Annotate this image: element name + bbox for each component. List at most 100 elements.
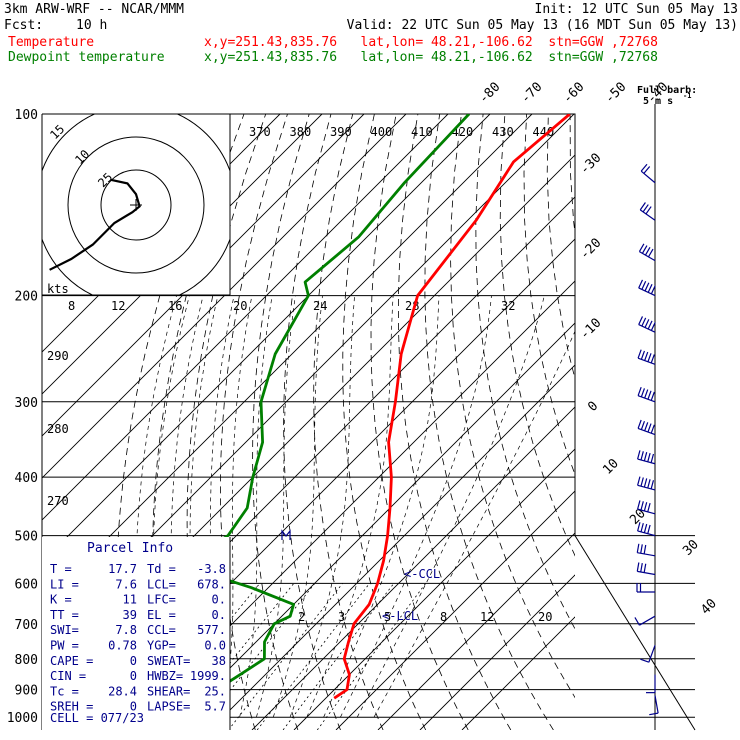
parcel-info-value: 39 [123, 608, 137, 622]
wind-barb-flag [647, 390, 652, 400]
theta-label: 280 [47, 422, 69, 436]
isotherm-label: 30 [680, 537, 702, 559]
mixing-ratio-label: 24 [313, 299, 327, 313]
theta-e-label: 420 [452, 125, 474, 139]
mixing-ratio-label: 8 [68, 299, 75, 313]
parcel-info-value: 17.7 [108, 562, 137, 576]
parcel-info-label: LAPSE= [147, 700, 190, 714]
moist-adiabat-line [340, 295, 492, 718]
wind-barb [637, 450, 656, 465]
wind-barb-flag [649, 712, 659, 716]
wind-barb-flag [644, 389, 649, 399]
dry-adiabat-line [701, 114, 740, 730]
parcel-info-label: PW = [50, 639, 79, 653]
parcel-info-value: 0 [130, 654, 137, 668]
temperature-trace [333, 114, 571, 700]
parcel-info-value: -3.8 [197, 562, 226, 576]
wind-barb-flag [650, 453, 655, 463]
dry-adiabat-line [499, 114, 575, 557]
isotherm-line [377, 532, 575, 730]
forecast-label: Fcst: [4, 18, 44, 33]
temperature-location: x,y=251.43,835.76 lat,lon= 48.21,-106.62… [204, 35, 658, 50]
dry-adiabat-line [342, 114, 427, 730]
parcel-info-label: CIN = [50, 669, 86, 683]
moist-adiabat-line [256, 295, 296, 718]
wind-barb-flag [636, 543, 640, 553]
wind-barb [638, 243, 656, 262]
wind-barb-flag [644, 319, 650, 328]
pressure-tick-label: 800 [15, 653, 38, 668]
moist-adiabat-line [356, 295, 545, 718]
wind-barb-shaft [640, 170, 656, 184]
wind-barb-flag [643, 502, 648, 512]
wind-barb-flag [642, 204, 649, 213]
wind-barb-flag [640, 163, 648, 172]
wind-barb-flag [637, 500, 641, 510]
parcel-info-value: 0.78 [108, 639, 137, 653]
wind-barb-flag [640, 388, 646, 398]
theta-e-label: 430 [492, 125, 514, 139]
isotherm-line [42, 114, 407, 479]
theta-e-label: 400 [371, 125, 393, 139]
wind-barb-flag [647, 452, 651, 462]
parcel-info-label: HWBZ= [147, 669, 183, 683]
moist-adiabat-line [306, 295, 394, 718]
isotherm-label: -70 [518, 80, 545, 107]
dry-adiabat-line [635, 114, 740, 730]
wind-barb-shaft [637, 508, 656, 515]
isotherm-label: -20 [577, 236, 604, 263]
mixing-ratio-label: 20 [233, 299, 247, 313]
hodograph-ring [67, 136, 205, 274]
wind-barb-shaft [637, 552, 656, 557]
barb-legend-units: 5 m s [643, 96, 673, 107]
mixing-ratio-line [228, 583, 343, 730]
wind-barb-shaft [654, 695, 659, 714]
parcel-info-value: 7.6 [115, 577, 137, 591]
theta-label: 270 [47, 494, 69, 508]
wind-barb-flag [644, 282, 650, 292]
wind-barb-flag [647, 479, 651, 489]
parcel-info-label: Tc = [50, 684, 79, 698]
wind-barb [637, 419, 656, 436]
wind-barb-flag [647, 502, 651, 513]
parcel-info-label: Td = [147, 562, 176, 576]
parcel-info-value: 5.7 [204, 700, 226, 714]
pressure-tick-label: 1000 [7, 711, 38, 726]
wind-barb-flag [647, 423, 652, 433]
wind-barb [639, 202, 656, 221]
isotherm-label: -60 [560, 80, 587, 107]
isotherm-line [42, 114, 533, 605]
wind-barb [637, 386, 656, 403]
wind-barb-flag [637, 349, 642, 359]
pressure-tick-label: 500 [15, 530, 38, 545]
parcel-info-background [42, 537, 230, 730]
isotherm-line [42, 114, 491, 563]
barb-legend-exponent: -1 [683, 92, 691, 100]
wind-barb-flag [647, 353, 652, 362]
wind-barb-flag [644, 247, 651, 256]
parcel-info-label: SREH = [50, 700, 93, 714]
parcel-info-value: 1999. [190, 669, 226, 683]
wind-barb-flag [650, 391, 655, 401]
parcel-info-value: 678. [197, 577, 226, 591]
wind-barbs [634, 163, 659, 716]
parcel-info-label: LI = [50, 577, 79, 591]
parcel-info-value: 25. [204, 684, 226, 698]
wind-barb-shaft [638, 287, 656, 297]
dry-adiabat-line [614, 114, 740, 730]
isotherm-label: -50 [602, 80, 629, 107]
mixing-ratio-label: 12 [111, 299, 125, 313]
wind-barb-flag [643, 523, 648, 533]
parcel-info-label: LFC= [147, 593, 176, 607]
dry-adiabat-line [592, 114, 740, 730]
mixing-ratio-line [256, 583, 370, 730]
wind-barb-shaft [637, 570, 656, 576]
pressure-tick-label: 400 [15, 471, 38, 486]
parcel-info-label: EL = [147, 608, 176, 622]
wind-barb [636, 562, 656, 576]
model-title: 3km ARW-WRF -- NCAR/MMM [4, 2, 185, 17]
moist-adiabat-line [188, 295, 219, 718]
mixing-ratio-label: 2 [298, 610, 305, 624]
pressure-tick-label: 200 [15, 290, 38, 305]
wind-barb-flag [640, 563, 643, 573]
